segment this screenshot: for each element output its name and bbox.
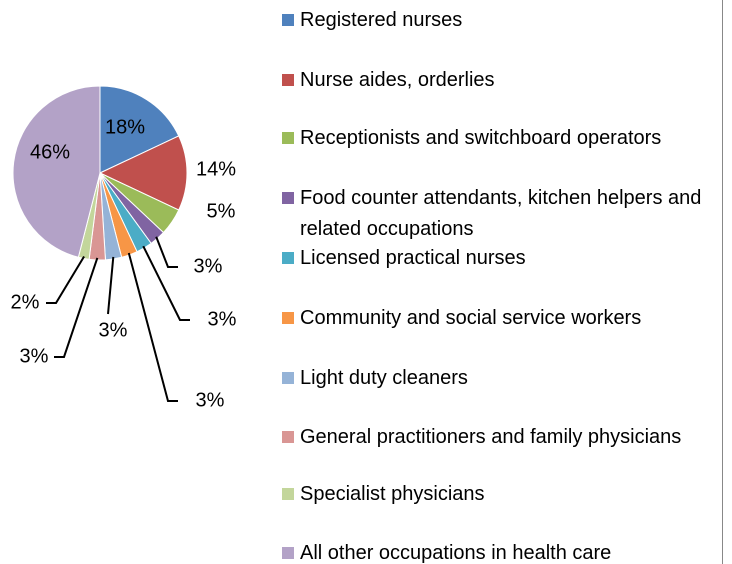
legend-swatch	[282, 431, 294, 443]
pie-area: 18% 14% 5% 3% 3% 3% 3% 3% 2% 46%	[11, 85, 237, 411]
legend-item: Food counter attendants, kitchen helpers…	[280, 183, 720, 245]
legend-item: Specialist physicians	[280, 479, 720, 510]
legend-label: Licensed practical nurses	[300, 247, 526, 269]
leader-line	[142, 245, 190, 321]
legend-swatch	[282, 192, 294, 204]
legend-label: General practitioners and family physici…	[300, 426, 682, 448]
legend-swatch	[282, 132, 294, 144]
data-label: 5%	[207, 200, 236, 222]
data-label: 18%	[105, 116, 145, 138]
legend-swatch	[282, 74, 294, 86]
legend-item: Light duty cleaners	[280, 363, 720, 394]
data-label: 3%	[194, 255, 223, 277]
leader-line	[107, 256, 115, 315]
data-label: 2%	[11, 291, 40, 313]
leader-line	[46, 255, 85, 304]
legend-label: Registered nurses	[300, 9, 463, 31]
legend-swatch	[282, 547, 294, 559]
leader-line	[54, 257, 99, 358]
legend-label: Receptionists and switchboard operators	[300, 127, 662, 149]
data-label: 3%	[20, 345, 49, 367]
data-label: 14%	[196, 158, 236, 180]
legend-label: Specialist physicians	[300, 483, 485, 505]
legend-item: General practitioners and family physici…	[280, 422, 720, 453]
legend-label: Community and social service workers	[300, 307, 642, 329]
legend-label: Food counter attendants, kitchen helpers…	[300, 187, 702, 240]
legend-item: Licensed practical nurses	[280, 243, 720, 274]
pie-slice	[98, 135, 188, 211]
data-label: 3%	[99, 319, 128, 341]
leader-line	[127, 252, 178, 402]
legend-item: All other occupations in health care	[280, 538, 720, 564]
data-label: 46%	[30, 141, 70, 163]
leader-line	[155, 236, 178, 268]
legend-item: Registered nurses	[280, 5, 720, 36]
legend-swatch	[282, 488, 294, 500]
legend-item: Receptionists and switchboard operators	[280, 123, 720, 154]
pie-slice	[99, 85, 180, 174]
legend-swatch	[282, 312, 294, 324]
data-label: 3%	[196, 389, 225, 411]
legend-item: Nurse aides, orderlies	[280, 65, 720, 96]
legend-swatch	[282, 14, 294, 26]
legend-label: Light duty cleaners	[300, 367, 468, 389]
pie-slice	[12, 85, 101, 258]
legend-label: All other occupations in health care	[300, 542, 612, 564]
data-label: 3%	[208, 308, 237, 330]
legend-item: Community and social service workers	[280, 303, 720, 334]
legend-swatch	[282, 252, 294, 264]
border	[722, 0, 723, 564]
legend-label: Nurse aides, orderlies	[300, 69, 495, 91]
legend-swatch	[282, 372, 294, 384]
